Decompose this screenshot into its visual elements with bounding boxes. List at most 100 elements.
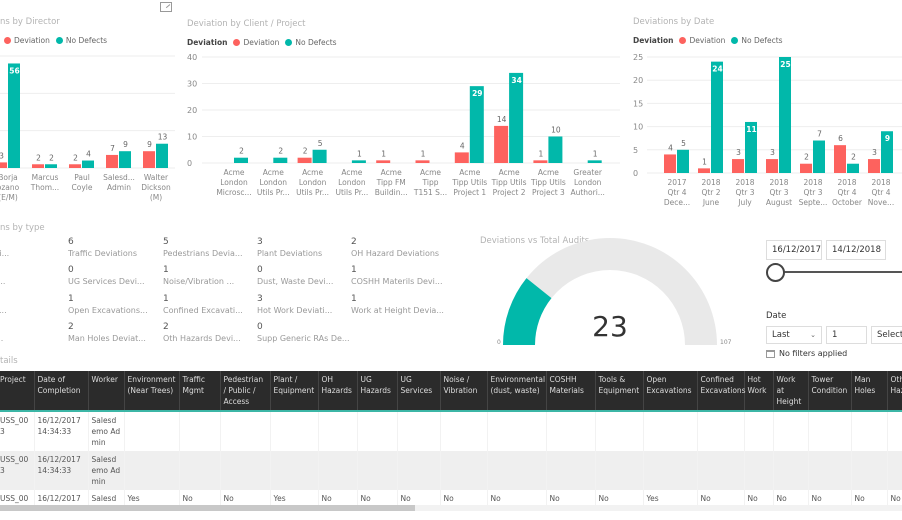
deviation-bar bbox=[106, 154, 118, 168]
column-header[interactable]: Man Holes bbox=[851, 371, 888, 411]
table-cell bbox=[220, 451, 271, 490]
director-chart: 356Borjaozano(E/M)22MarcusThom...24PaulC… bbox=[0, 55, 175, 202]
x-tick-line: Thom... bbox=[30, 183, 59, 192]
column-header[interactable]: Confined Excavations bbox=[697, 371, 746, 411]
table-cell: No bbox=[179, 490, 221, 505]
x-tick-label: Walter Dickson (M) bbox=[141, 173, 171, 202]
y-tick-label: 0 bbox=[633, 169, 638, 178]
data-label: 3 bbox=[0, 151, 4, 160]
column-header[interactable]: Plant / Equipment bbox=[270, 371, 319, 411]
column-header[interactable]: Traffic Mgmt bbox=[179, 371, 221, 411]
x-tick-label: Acme London Microsc... bbox=[216, 168, 251, 197]
card-value: 5 bbox=[163, 237, 169, 247]
gauge-value: 23 bbox=[592, 310, 628, 343]
column-header[interactable]: Work at Height bbox=[773, 371, 809, 411]
client-chart-title: Deviation by Client / Project bbox=[187, 19, 306, 29]
y-tick-label: 5 bbox=[633, 146, 638, 155]
filter-status: No filters applied bbox=[779, 349, 848, 358]
column-header[interactable]: OH Hazards bbox=[318, 371, 358, 411]
y-tick-label: 40 bbox=[187, 53, 197, 62]
x-tick-line: 2018 bbox=[837, 178, 856, 187]
end-date-input[interactable]: 14/12/2018 bbox=[826, 240, 886, 260]
data-label: 10 bbox=[551, 126, 561, 135]
table-cell bbox=[124, 451, 180, 490]
table-cell bbox=[440, 411, 488, 451]
deviation-bar bbox=[32, 164, 44, 168]
table-cell: 16/12/2017 14:34:33 bbox=[34, 490, 89, 505]
x-tick-line: Acme bbox=[381, 168, 402, 177]
x-tick-label: Acme London Utils Pr... bbox=[257, 168, 290, 197]
x-tick-line: Acme bbox=[302, 168, 323, 177]
x-tick-label: Acme Tipp T151 S... bbox=[413, 168, 447, 197]
column-header[interactable]: Environmental (dust, waste) bbox=[487, 371, 547, 411]
column-header[interactable]: Noise / Vibration bbox=[440, 371, 488, 411]
column-header[interactable]: UG Hazards bbox=[357, 371, 398, 411]
date-slider-track[interactable] bbox=[776, 271, 902, 273]
data-label: 9 bbox=[147, 140, 152, 149]
data-label: 5 bbox=[318, 139, 323, 148]
no-defects-bar bbox=[711, 61, 723, 173]
x-tick-line: Project 2 bbox=[493, 188, 526, 197]
table-row[interactable]: USS_003 16/12/2017 14:34:33 Salesdemo Admi… bbox=[0, 451, 902, 490]
table-cell bbox=[887, 411, 902, 451]
column-header[interactable]: Pedestrian / Public / Access bbox=[220, 371, 271, 411]
deviations-gauge bbox=[503, 238, 717, 345]
x-tick-line: Coyle bbox=[72, 183, 93, 192]
column-header[interactable]: Project bbox=[0, 371, 35, 411]
table-cell bbox=[220, 411, 271, 451]
table-cell: No bbox=[773, 490, 809, 505]
column-header[interactable]: Date of Completion bbox=[34, 371, 89, 411]
table-cell bbox=[851, 451, 888, 490]
table-cell: USS_003 bbox=[0, 451, 35, 490]
horizontal-scrollbar[interactable] bbox=[0, 505, 902, 511]
column-header[interactable]: Open Excavations bbox=[643, 371, 698, 411]
scrollbar-thumb[interactable] bbox=[0, 505, 415, 511]
card-value: 1 bbox=[163, 265, 169, 275]
column-header[interactable]: Worker bbox=[88, 371, 125, 411]
column-header[interactable]: Oth Hazards bbox=[887, 371, 902, 411]
column-header[interactable]: UG Services bbox=[397, 371, 441, 411]
y-tick-label: 20 bbox=[187, 106, 197, 115]
table-cell bbox=[397, 411, 441, 451]
table-cell bbox=[440, 451, 488, 490]
column-header[interactable]: Hot Work bbox=[744, 371, 774, 411]
data-label: 2 bbox=[851, 153, 856, 162]
x-tick-line: Acme bbox=[538, 168, 559, 177]
column-header[interactable]: Environment (Near Trees) bbox=[124, 371, 180, 411]
deviation-bar bbox=[834, 145, 846, 173]
card-label: Work at Height Devia... bbox=[351, 306, 444, 315]
column-header[interactable]: Tower Condition bbox=[808, 371, 852, 411]
table-cell: Salesdemo Admin bbox=[88, 451, 125, 490]
x-tick-line: Tipp Utils bbox=[451, 178, 487, 187]
y-tick-label: 10 bbox=[633, 123, 643, 132]
x-tick-line: Microsc... bbox=[216, 188, 251, 197]
legend-title: Deviation bbox=[187, 38, 228, 47]
relative-mode-dropdown[interactable]: Last ⌄ bbox=[766, 326, 822, 344]
x-tick-label: 2018 Qtr 4 Nove... bbox=[868, 178, 894, 207]
card-label: COSHH Materils Devi... bbox=[351, 277, 443, 286]
x-tick-line: Authori... bbox=[570, 188, 605, 197]
card-label: Man Holes Deviat... bbox=[68, 334, 146, 343]
deviation-bar bbox=[533, 160, 548, 163]
table-cell bbox=[179, 411, 221, 451]
date-slider-handle[interactable] bbox=[766, 263, 785, 282]
relative-count-input[interactable]: 1 bbox=[826, 326, 867, 344]
start-date-input[interactable]: 16/12/2017 bbox=[766, 240, 822, 260]
table-cell bbox=[546, 411, 596, 451]
x-tick-line: Qtr 2 bbox=[701, 188, 720, 197]
data-label: 11 bbox=[746, 125, 756, 134]
relative-unit-dropdown[interactable]: Select bbox=[871, 326, 902, 344]
column-header[interactable]: Tools & Equipment bbox=[595, 371, 644, 411]
y-tick-label: 30 bbox=[187, 80, 197, 89]
table-cell bbox=[643, 411, 698, 451]
focus-mode-icon[interactable] bbox=[160, 2, 172, 12]
data-label: 24 bbox=[712, 65, 722, 74]
x-tick-line: Acme bbox=[459, 168, 480, 177]
table-cell bbox=[773, 411, 809, 451]
table-row[interactable]: USS_003 16/12/2017 14:34:33 Salesdemo Admi… bbox=[0, 411, 902, 451]
column-header[interactable]: COSHH Materials bbox=[546, 371, 596, 411]
card-label: nment Devi... bbox=[0, 249, 10, 258]
card-label: Dust, Waste Devi... bbox=[257, 277, 334, 286]
x-tick-line: Qtr 3 bbox=[735, 188, 754, 197]
